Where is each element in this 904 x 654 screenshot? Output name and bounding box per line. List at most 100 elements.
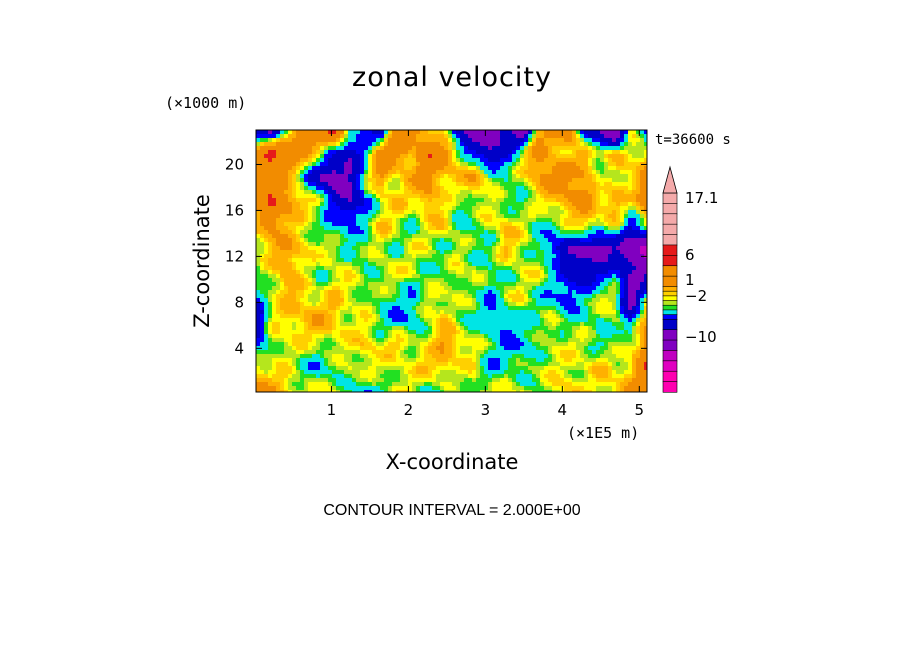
contour-cell bbox=[332, 278, 337, 283]
contour-cell bbox=[488, 238, 493, 243]
contour-cell bbox=[416, 266, 421, 271]
contour-cell bbox=[332, 302, 337, 307]
contour-cell bbox=[508, 202, 513, 207]
contour-cell bbox=[288, 274, 293, 279]
contour-cell bbox=[436, 202, 441, 207]
contour-cell bbox=[356, 242, 361, 247]
contour-cell bbox=[336, 286, 341, 291]
contour-cell bbox=[568, 134, 573, 139]
contour-cell bbox=[392, 314, 397, 319]
contour-cell bbox=[604, 178, 609, 183]
contour-cell bbox=[304, 242, 309, 247]
contour-cell bbox=[600, 266, 605, 271]
contour-cell bbox=[312, 182, 317, 187]
contour-cell bbox=[292, 202, 297, 207]
contour-cell bbox=[460, 142, 465, 147]
contour-cell bbox=[256, 262, 261, 267]
contour-cell bbox=[612, 282, 617, 287]
contour-cell bbox=[364, 154, 369, 159]
contour-cell bbox=[348, 270, 353, 275]
contour-cell bbox=[404, 234, 409, 239]
contour-cell bbox=[280, 226, 285, 231]
contour-cell bbox=[592, 194, 597, 199]
contour-cell bbox=[448, 306, 453, 311]
contour-cell bbox=[308, 202, 313, 207]
contour-cell bbox=[336, 154, 341, 159]
contour-cell bbox=[424, 226, 429, 231]
contour-cell bbox=[584, 242, 589, 247]
contour-cell bbox=[376, 146, 381, 151]
contour-cell bbox=[512, 242, 517, 247]
contour-cell bbox=[444, 162, 449, 167]
contour-cell bbox=[316, 306, 321, 311]
contour-cell bbox=[396, 214, 401, 219]
contour-cell bbox=[584, 230, 589, 235]
contour-cell bbox=[260, 318, 265, 323]
contour-cell bbox=[644, 150, 647, 155]
contour-cell bbox=[384, 194, 389, 199]
contour-cell bbox=[572, 166, 577, 171]
contour-cell bbox=[544, 282, 549, 287]
contour-cell bbox=[620, 318, 625, 323]
contour-cell bbox=[564, 202, 569, 207]
contour-cell bbox=[456, 226, 461, 231]
contour-cell bbox=[344, 170, 349, 175]
contour-cell bbox=[528, 158, 533, 163]
contour-cell bbox=[272, 202, 277, 207]
contour-cell bbox=[328, 218, 333, 223]
contour-cell bbox=[508, 130, 513, 135]
contour-cell bbox=[468, 310, 473, 315]
contour-cell bbox=[268, 270, 273, 275]
contour-cell bbox=[376, 314, 381, 319]
contour-cell bbox=[284, 290, 289, 295]
contour-cell bbox=[452, 246, 457, 251]
contour-cell bbox=[540, 298, 545, 303]
contour-cell bbox=[540, 226, 545, 231]
contour-cell bbox=[596, 298, 601, 303]
contour-cell bbox=[460, 178, 465, 183]
contour-cell bbox=[360, 314, 365, 319]
contour-cell bbox=[328, 242, 333, 247]
contour-cell bbox=[528, 134, 533, 139]
contour-cell bbox=[620, 270, 625, 275]
contour-cell bbox=[492, 142, 497, 147]
contour-cell bbox=[576, 182, 581, 187]
contour-cell bbox=[272, 166, 277, 171]
contour-cell bbox=[280, 278, 285, 283]
contour-cell bbox=[500, 174, 505, 179]
contour-cell bbox=[540, 174, 545, 179]
contour-cell bbox=[344, 174, 349, 179]
contour-cell bbox=[460, 326, 465, 331]
contour-cell bbox=[420, 322, 425, 327]
contour-cell bbox=[272, 250, 277, 255]
contour-cell bbox=[352, 238, 357, 243]
contour-cell bbox=[496, 250, 501, 255]
contour-cell bbox=[576, 242, 581, 247]
contour-cell bbox=[360, 290, 365, 295]
contour-cell bbox=[288, 190, 293, 195]
contour-cell bbox=[328, 186, 333, 191]
contour-cell bbox=[492, 154, 497, 159]
contour-cell bbox=[384, 290, 389, 295]
contour-cell bbox=[364, 186, 369, 191]
contour-cell bbox=[628, 246, 633, 251]
contour-cell bbox=[448, 134, 453, 139]
contour-cell bbox=[464, 262, 469, 267]
contour-cell bbox=[408, 254, 413, 259]
contour-cell bbox=[380, 294, 385, 299]
contour-cell bbox=[464, 210, 469, 215]
contour-cell bbox=[636, 274, 641, 279]
contour-cell bbox=[360, 246, 365, 251]
contour-cell bbox=[508, 310, 513, 315]
contour-cell bbox=[456, 166, 461, 171]
contour-cell bbox=[332, 154, 337, 159]
contour-cell bbox=[600, 318, 605, 323]
contour-cell bbox=[324, 302, 329, 307]
contour-cell bbox=[456, 206, 461, 211]
contour-cell bbox=[468, 174, 473, 179]
contour-cell bbox=[376, 322, 381, 327]
contour-cell bbox=[280, 166, 285, 171]
contour-cell bbox=[488, 158, 493, 163]
contour-cell bbox=[340, 238, 345, 243]
contour-cell bbox=[524, 294, 529, 299]
